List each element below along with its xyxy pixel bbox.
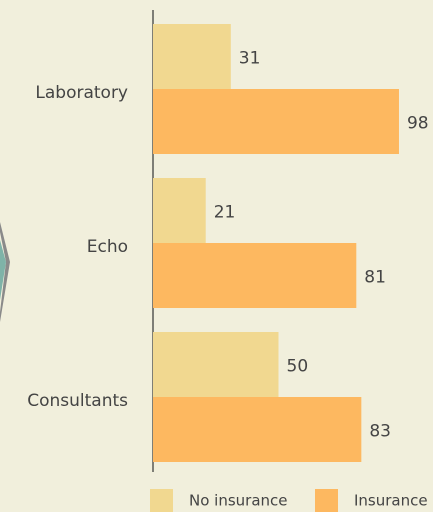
bar	[153, 332, 279, 397]
bar	[153, 243, 357, 308]
legend-swatch	[150, 489, 173, 512]
decoration	[0, 240, 6, 300]
data-label: 21	[214, 203, 236, 223]
bar	[153, 24, 231, 89]
data-label: 98	[407, 114, 429, 134]
y-tick-label: Laboratory	[35, 83, 128, 103]
y-tick-label: Echo	[87, 237, 128, 257]
decoration	[0, 222, 10, 322]
legend-swatch	[315, 489, 338, 512]
legend-label: No insurance	[189, 492, 288, 510]
data-label: 81	[364, 268, 386, 288]
legend-label: Insurance	[354, 492, 428, 510]
data-label: 83	[369, 422, 391, 442]
bar	[153, 178, 206, 243]
bar	[153, 397, 362, 462]
bar	[153, 89, 399, 154]
data-label: 50	[287, 357, 309, 377]
data-label: 31	[239, 49, 261, 69]
y-tick-label: Consultants	[27, 391, 128, 411]
